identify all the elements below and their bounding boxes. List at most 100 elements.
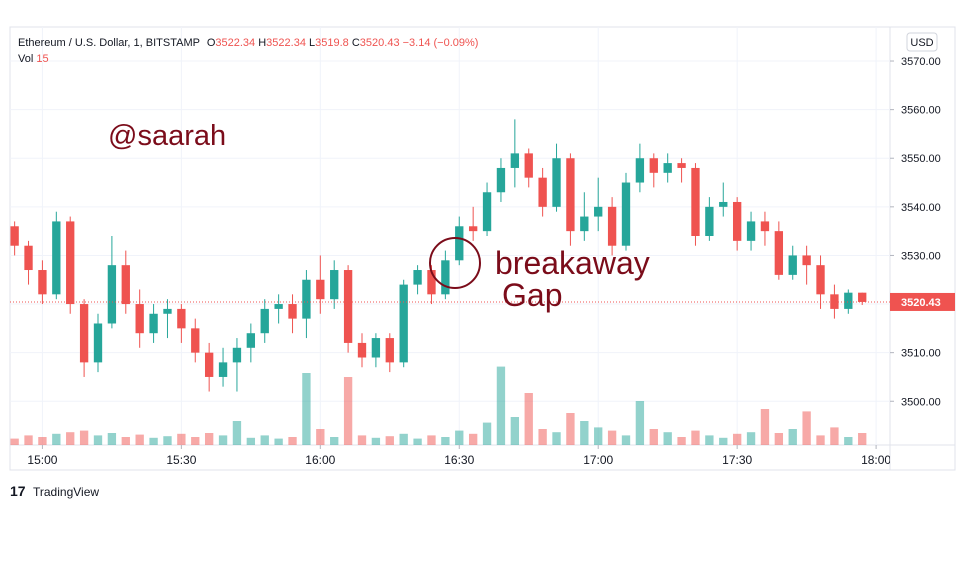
candle-body xyxy=(621,182,631,246)
brand[interactable]: TradingView xyxy=(33,485,99,499)
volume-bar xyxy=(510,417,520,445)
volume-bar xyxy=(204,433,214,445)
candle-body xyxy=(732,201,742,241)
y-tick-label: 3510.00 xyxy=(901,348,941,360)
currency-box[interactable] xyxy=(906,32,938,52)
volume-bar xyxy=(760,409,770,445)
volume-bar xyxy=(552,432,561,445)
annotation: breakaway xyxy=(495,245,650,281)
volume-bar xyxy=(524,393,533,445)
candle-body xyxy=(385,338,394,363)
candle-body xyxy=(357,342,367,358)
candle-body xyxy=(52,221,61,295)
candle-body xyxy=(191,328,200,353)
volume-bar xyxy=(288,437,297,445)
x-tick-label: 15:00 xyxy=(27,453,57,467)
volume-bar xyxy=(566,413,575,445)
candle-body xyxy=(607,206,617,246)
x-tick-label: 17:30 xyxy=(722,453,752,467)
frame xyxy=(9,26,956,471)
y-tick-label: 3530.00 xyxy=(901,250,941,262)
ohlc-value: 3522.34 xyxy=(215,37,255,49)
volume-bar xyxy=(191,437,200,445)
volume-bar xyxy=(746,432,756,445)
volume-bar xyxy=(607,430,617,445)
x-tick-label: 16:00 xyxy=(305,453,335,467)
volume-bar xyxy=(816,435,825,445)
volume-bar xyxy=(274,438,283,445)
candle-body xyxy=(691,167,700,236)
gap-circle xyxy=(429,237,481,289)
candle-body xyxy=(441,260,450,295)
candle-body xyxy=(107,265,117,324)
x-tick-label: 15:30 xyxy=(166,453,196,467)
candle-body xyxy=(135,304,144,334)
volume-bar xyxy=(246,437,256,445)
candle-body xyxy=(246,333,256,348)
volume-bar xyxy=(427,435,436,445)
price-label: 3520.43 xyxy=(901,297,941,309)
candle-body xyxy=(510,153,520,168)
volume-bar xyxy=(732,433,742,445)
candle-body xyxy=(232,347,242,363)
candle-body xyxy=(580,216,589,232)
y-tick-label: 3560.00 xyxy=(901,105,941,117)
annotation: Gap xyxy=(502,277,562,313)
candle-body xyxy=(774,231,784,275)
volume-bar xyxy=(496,366,506,445)
candle-body xyxy=(677,163,686,168)
candle-body xyxy=(760,221,770,232)
volume-bar xyxy=(691,430,700,445)
candle-body xyxy=(149,313,158,334)
volume-bar xyxy=(343,377,353,445)
candle-body xyxy=(552,158,561,207)
candle-body xyxy=(330,270,339,300)
candle-body xyxy=(274,304,283,309)
candle-body xyxy=(788,255,797,275)
volume-bar xyxy=(371,437,381,445)
volume-bar xyxy=(663,432,672,445)
candle-body xyxy=(38,270,47,295)
volume-bar xyxy=(10,438,19,445)
volume-bar xyxy=(38,437,47,445)
ohlc-letter: L xyxy=(309,37,315,49)
volume-bar xyxy=(677,437,686,445)
candle-body xyxy=(177,308,186,329)
candle-body xyxy=(524,153,533,178)
candle-body xyxy=(844,292,853,309)
candle-body xyxy=(858,292,867,302)
volume-bar xyxy=(858,433,867,445)
candle-body xyxy=(468,226,478,232)
ohlc-value: 3519.8 xyxy=(315,37,349,49)
currency[interactable]: USD xyxy=(910,37,933,49)
volume-bar xyxy=(316,429,325,445)
candle-body xyxy=(455,226,464,261)
candle-body xyxy=(802,255,811,266)
x-tick-label: 18:00 xyxy=(861,453,891,467)
candle-body xyxy=(635,158,645,183)
volume-bar xyxy=(580,421,589,445)
volume-bar xyxy=(705,435,714,445)
candle-body xyxy=(24,245,33,271)
candle-body xyxy=(482,192,492,232)
volume-bar xyxy=(844,437,853,445)
x-tick-label: 16:30 xyxy=(444,453,474,467)
candle-body xyxy=(649,158,658,173)
volume-bar xyxy=(830,427,839,445)
candle-body xyxy=(218,362,228,377)
candle-body xyxy=(663,163,672,173)
symbol: Ethereum / U.S. Dollar, 1, BITSTAMP xyxy=(18,37,200,49)
annotation: @saarah xyxy=(108,120,226,152)
volume-bar xyxy=(218,435,228,445)
candle-body xyxy=(163,308,172,314)
header: Ethereum / U.S. Dollar, 1, BITSTAMP O352… xyxy=(18,37,478,49)
volume-bar xyxy=(149,437,158,445)
volume-bar xyxy=(649,429,658,445)
volume-bar xyxy=(788,429,797,445)
candle-body xyxy=(413,270,422,285)
volume-bar xyxy=(66,432,75,445)
candle-body xyxy=(288,304,297,319)
volume-bar xyxy=(232,421,242,445)
volume-bar xyxy=(357,435,367,445)
